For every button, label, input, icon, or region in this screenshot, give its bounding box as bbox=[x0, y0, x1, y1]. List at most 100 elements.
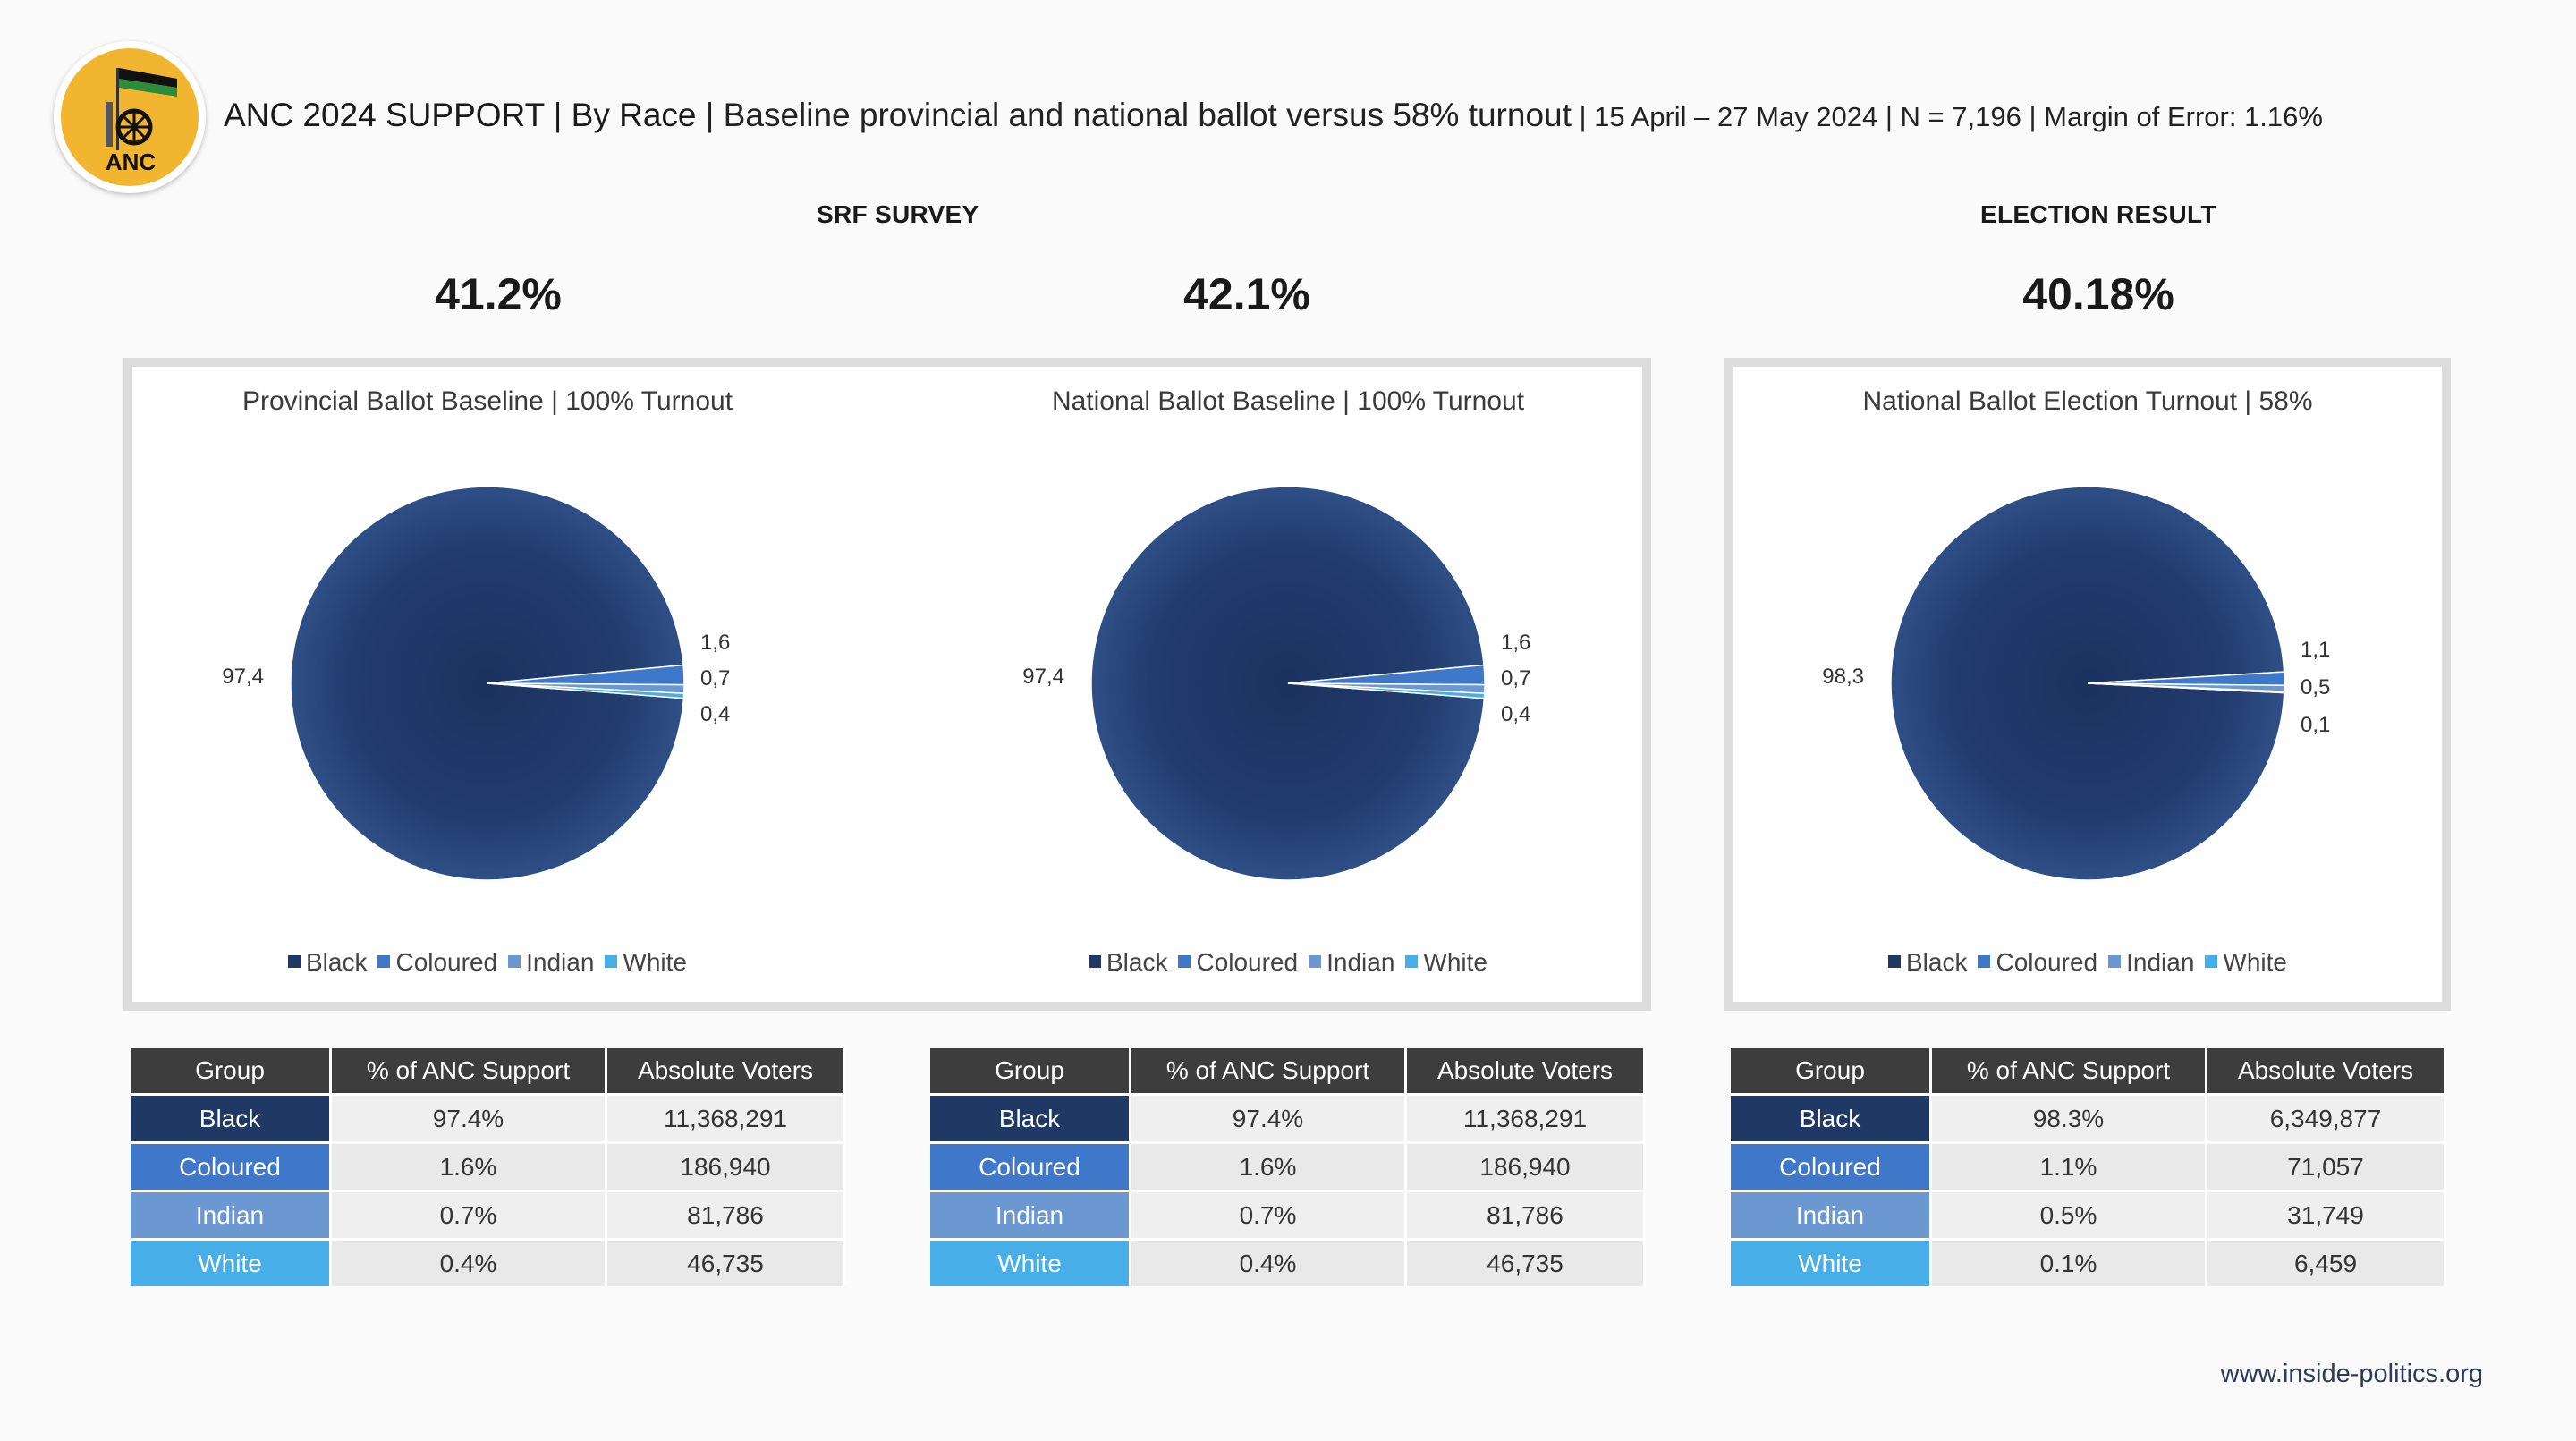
absolute-voters-cell: 11,368,291 bbox=[607, 1093, 846, 1141]
section-label-srf-survey: SRF SURVEY bbox=[817, 200, 979, 228]
absolute-voters-cell: 81,786 bbox=[1407, 1190, 1646, 1238]
data-label-coloured: 1,6 bbox=[700, 631, 730, 655]
legend-item-black: Black bbox=[1089, 948, 1167, 977]
pie-chart-national: 97,4 1,6 0,7 0,4 bbox=[1022, 486, 1530, 881]
legend-label: Coloured bbox=[1196, 948, 1299, 976]
legend-label: Coloured bbox=[395, 948, 498, 976]
data-label-white: 0,4 bbox=[1501, 702, 1530, 726]
chart-national: National Ballot Baseline | 100% Turnout … bbox=[903, 358, 1673, 1011]
section-label-election-result: ELECTION RESULT bbox=[1980, 200, 2216, 228]
legend-swatch bbox=[377, 954, 391, 968]
group-cell-indian: Indian bbox=[131, 1190, 332, 1238]
group-cell-white: White bbox=[930, 1238, 1131, 1286]
support-pct-cell: 0.4% bbox=[1131, 1238, 1407, 1286]
legend-swatch bbox=[1178, 954, 1191, 968]
data-label-indian: 0,7 bbox=[700, 666, 730, 691]
pie-slice-black bbox=[1090, 486, 1486, 881]
pie-chart-provincial: 97,4 1,6 0,7 0,4 bbox=[222, 486, 730, 881]
data-table-election: Group% of ANC Support Absolute Voters Blac… bbox=[1731, 1048, 2446, 1286]
legend-label: Black bbox=[1906, 948, 1968, 976]
chart-legend: Black Coloured Indian White bbox=[103, 948, 872, 977]
column-header-group: Group bbox=[131, 1048, 332, 1093]
legend-label: Black bbox=[306, 948, 368, 976]
legend-swatch bbox=[1309, 954, 1322, 968]
data-label-black: 97,4 bbox=[1022, 665, 1064, 689]
group-cell-coloured: Coloured bbox=[1731, 1141, 1932, 1190]
data-label-coloured: 1,6 bbox=[1501, 631, 1530, 655]
chart-title: National Ballot Baseline | 100% Turnout bbox=[1051, 386, 1525, 416]
table-row: Coloured 1.6% 186,940 bbox=[131, 1141, 846, 1190]
legend-item-coloured: Coloured bbox=[1978, 948, 2097, 977]
group-cell-indian: Indian bbox=[1731, 1190, 1932, 1238]
chart-title: Provincial Ballot Baseline | 100% Turnou… bbox=[242, 386, 733, 416]
legend-item-white: White bbox=[2205, 948, 2287, 977]
absolute-voters-cell: 71,057 bbox=[2207, 1141, 2446, 1190]
table-row: Black 97.4% 11,368,291 bbox=[930, 1093, 1646, 1141]
legend-swatch bbox=[1888, 954, 1901, 968]
absolute-voters-cell: 186,940 bbox=[607, 1141, 846, 1190]
legend-item-indian: Indian bbox=[508, 948, 594, 977]
headline-provincial-value: 41.2% bbox=[435, 269, 562, 319]
data-label-indian: 0,5 bbox=[2301, 675, 2330, 699]
data-table-provincial: Group% of ANC Support Absolute Voters Blac… bbox=[131, 1048, 846, 1286]
group-cell-black: Black bbox=[930, 1093, 1131, 1141]
legend-label: White bbox=[2223, 948, 2287, 976]
table-row: Indian 0.7% 81,786 bbox=[930, 1190, 1646, 1238]
pie-slice-white bbox=[1287, 682, 1486, 699]
absolute-voters-cell: 81,786 bbox=[607, 1190, 846, 1238]
column-header--of-anc-support: % of ANC Support bbox=[1932, 1048, 2207, 1093]
data-label-white: 0,1 bbox=[2301, 713, 2330, 737]
column-header--of-anc-support: % of ANC Support bbox=[332, 1048, 607, 1093]
legend-label: Black bbox=[1106, 948, 1168, 976]
table-row: Indian 0.7% 81,786 bbox=[131, 1190, 846, 1238]
column-header-group: Group bbox=[1731, 1048, 1932, 1093]
legend-swatch bbox=[2108, 954, 2122, 968]
legend-label: White bbox=[1423, 948, 1487, 976]
pie-slice-black bbox=[1890, 486, 2285, 881]
title-main: ANC 2024 SUPPORT | By Race bbox=[224, 97, 697, 133]
support-pct-cell: 0.7% bbox=[1131, 1190, 1407, 1238]
chart-legend: Black Coloured Indian White bbox=[903, 948, 1673, 977]
legend-item-indian: Indian bbox=[1309, 948, 1394, 977]
legend-swatch bbox=[1978, 954, 1991, 968]
data-label-indian: 0,7 bbox=[1501, 666, 1530, 691]
table-header-row: Group% of ANC Support Absolute Voters bbox=[930, 1048, 1646, 1093]
absolute-voters-cell: 31,749 bbox=[2207, 1190, 2446, 1238]
table-row: White 0.4% 46,735 bbox=[930, 1238, 1646, 1286]
legend-swatch bbox=[1405, 954, 1419, 968]
pie-slice-white bbox=[2087, 682, 2285, 694]
page-title: ANC 2024 SUPPORT | By Race | Baseline pr… bbox=[224, 97, 2323, 134]
anc-emblem-icon: ANC bbox=[61, 48, 199, 186]
data-label-black: 98,3 bbox=[1822, 665, 1864, 689]
absolute-voters-cell: 186,940 bbox=[1407, 1141, 1646, 1190]
legend-item-white: White bbox=[1405, 948, 1487, 977]
legend-swatch bbox=[288, 954, 301, 968]
legend-swatch bbox=[605, 954, 618, 968]
legend-label: Indian bbox=[2126, 948, 2195, 976]
support-pct-cell: 0.5% bbox=[1932, 1190, 2207, 1238]
absolute-voters-cell: 46,735 bbox=[607, 1238, 846, 1286]
column-header-absolute-voters: Absolute Voters bbox=[607, 1048, 846, 1093]
support-pct-cell: 0.1% bbox=[1932, 1238, 2207, 1286]
support-pct-cell: 0.4% bbox=[332, 1238, 607, 1286]
pie-slice-white bbox=[487, 682, 685, 699]
column-header-absolute-voters: Absolute Voters bbox=[1407, 1048, 1646, 1093]
anc-logo: ANC bbox=[54, 41, 206, 193]
legend-swatch bbox=[2205, 954, 2218, 968]
group-cell-white: White bbox=[131, 1238, 332, 1286]
data-label-coloured: 1,1 bbox=[2301, 638, 2330, 662]
table-row: Indian 0.5% 31,749 bbox=[1731, 1190, 2446, 1238]
support-pct-cell: 1.6% bbox=[332, 1141, 607, 1190]
footer-url: www.inside-politics.org bbox=[2220, 1360, 2483, 1388]
support-pct-cell: 98.3% bbox=[1932, 1093, 2207, 1141]
legend-item-black: Black bbox=[288, 948, 367, 977]
support-pct-cell: 1.6% bbox=[1131, 1141, 1407, 1190]
pie-slice-black bbox=[290, 486, 685, 881]
column-header-group: Group bbox=[930, 1048, 1131, 1093]
title-sub: | Baseline provincial and national ballo… bbox=[696, 97, 1572, 133]
table-row: White 0.1% 6,459 bbox=[1731, 1238, 2446, 1286]
legend-item-indian: Indian bbox=[2108, 948, 2194, 977]
logo-text: ANC bbox=[106, 148, 157, 175]
support-pct-cell: 0.7% bbox=[332, 1190, 607, 1238]
group-cell-black: Black bbox=[131, 1093, 332, 1141]
